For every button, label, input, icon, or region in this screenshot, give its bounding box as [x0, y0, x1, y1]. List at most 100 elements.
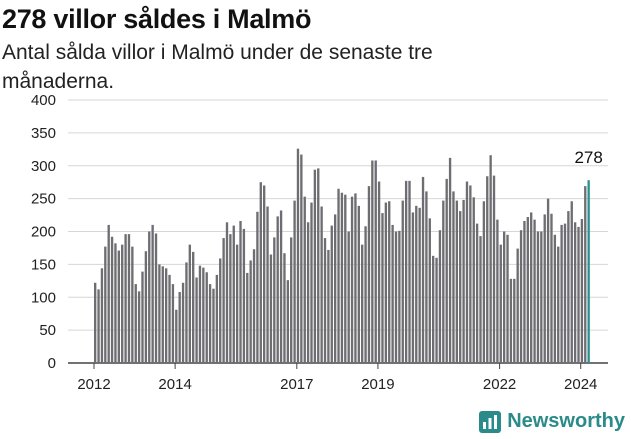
bar	[543, 214, 546, 363]
bar	[573, 222, 577, 363]
bar	[509, 278, 513, 363]
bar	[239, 220, 242, 363]
bar	[306, 222, 310, 363]
bar	[154, 233, 158, 363]
bar	[404, 180, 408, 363]
bar	[438, 230, 442, 363]
bar	[104, 246, 107, 363]
bar	[252, 249, 256, 363]
bar	[536, 231, 540, 363]
y-tick-label: 400	[31, 92, 56, 109]
bar	[198, 265, 202, 363]
bar	[384, 202, 388, 363]
bar	[181, 282, 185, 363]
bar	[469, 185, 472, 363]
bar	[219, 258, 222, 363]
bar	[350, 196, 354, 363]
bar	[259, 182, 262, 363]
bar	[357, 205, 360, 363]
bar	[164, 268, 168, 363]
bar	[94, 282, 97, 363]
bar	[388, 201, 391, 363]
bar	[171, 284, 175, 363]
x-tick-label: 2022	[483, 376, 516, 393]
bar	[256, 211, 259, 363]
bar	[550, 213, 553, 363]
last-value-label: 278	[574, 148, 602, 167]
bar	[530, 212, 533, 363]
bar	[489, 155, 492, 363]
bar	[330, 225, 333, 363]
bar	[188, 244, 191, 363]
bar	[445, 178, 448, 363]
bar	[577, 226, 580, 363]
bar	[452, 191, 455, 363]
bar	[394, 231, 398, 363]
bar	[418, 207, 421, 363]
bar	[97, 289, 100, 363]
bar	[148, 231, 151, 363]
bar	[158, 264, 161, 364]
bar	[303, 196, 306, 363]
y-tick-label: 250	[31, 191, 56, 208]
bar	[263, 185, 266, 363]
x-tick-label: 2017	[280, 376, 313, 393]
highlighted-bar	[587, 180, 590, 363]
bar	[584, 186, 587, 363]
bar	[232, 225, 235, 363]
bar	[205, 272, 208, 363]
bar	[266, 206, 269, 363]
x-tick-label: 2024	[564, 376, 597, 393]
bar	[195, 277, 198, 363]
bar	[161, 266, 164, 363]
bar	[192, 251, 195, 363]
bar	[448, 157, 452, 363]
bar	[124, 234, 127, 363]
bar	[144, 251, 148, 363]
y-tick-label: 150	[31, 256, 56, 273]
x-axis: 2012 2014 2017 2019 2022 2024	[77, 363, 597, 393]
y-tick-label: 0	[48, 355, 56, 372]
y-tick-label: 100	[31, 289, 56, 306]
newsworthy-brand[interactable]: Newsworthy	[479, 410, 625, 433]
bar	[502, 231, 506, 363]
bar	[269, 254, 273, 363]
bar	[428, 218, 431, 363]
bar	[131, 246, 134, 363]
bar	[540, 231, 543, 363]
bar	[499, 244, 502, 363]
bar	[435, 257, 438, 363]
bar	[475, 223, 479, 363]
bar	[202, 267, 205, 363]
bar	[377, 181, 381, 363]
bar	[290, 237, 293, 363]
bar	[513, 278, 516, 363]
bar	[229, 234, 232, 363]
bar	[249, 260, 252, 363]
bar	[398, 230, 401, 363]
bar	[472, 197, 475, 363]
bar	[117, 250, 121, 363]
bar	[225, 222, 229, 363]
bar	[293, 200, 296, 363]
bar	[459, 211, 462, 363]
bar	[235, 244, 239, 363]
bar	[411, 212, 415, 363]
bar	[121, 244, 124, 363]
bar	[310, 202, 313, 363]
bar	[486, 176, 489, 363]
newsworthy-logo-icon	[479, 410, 502, 433]
bar	[374, 160, 377, 363]
bar	[354, 193, 357, 363]
bar	[482, 201, 486, 363]
bar	[134, 284, 137, 363]
bar	[279, 210, 283, 363]
bar	[523, 220, 526, 363]
bar	[546, 198, 550, 364]
bar	[313, 169, 317, 363]
bars	[94, 148, 590, 364]
bar	[151, 224, 154, 363]
bar	[296, 148, 300, 363]
bar	[208, 284, 212, 363]
